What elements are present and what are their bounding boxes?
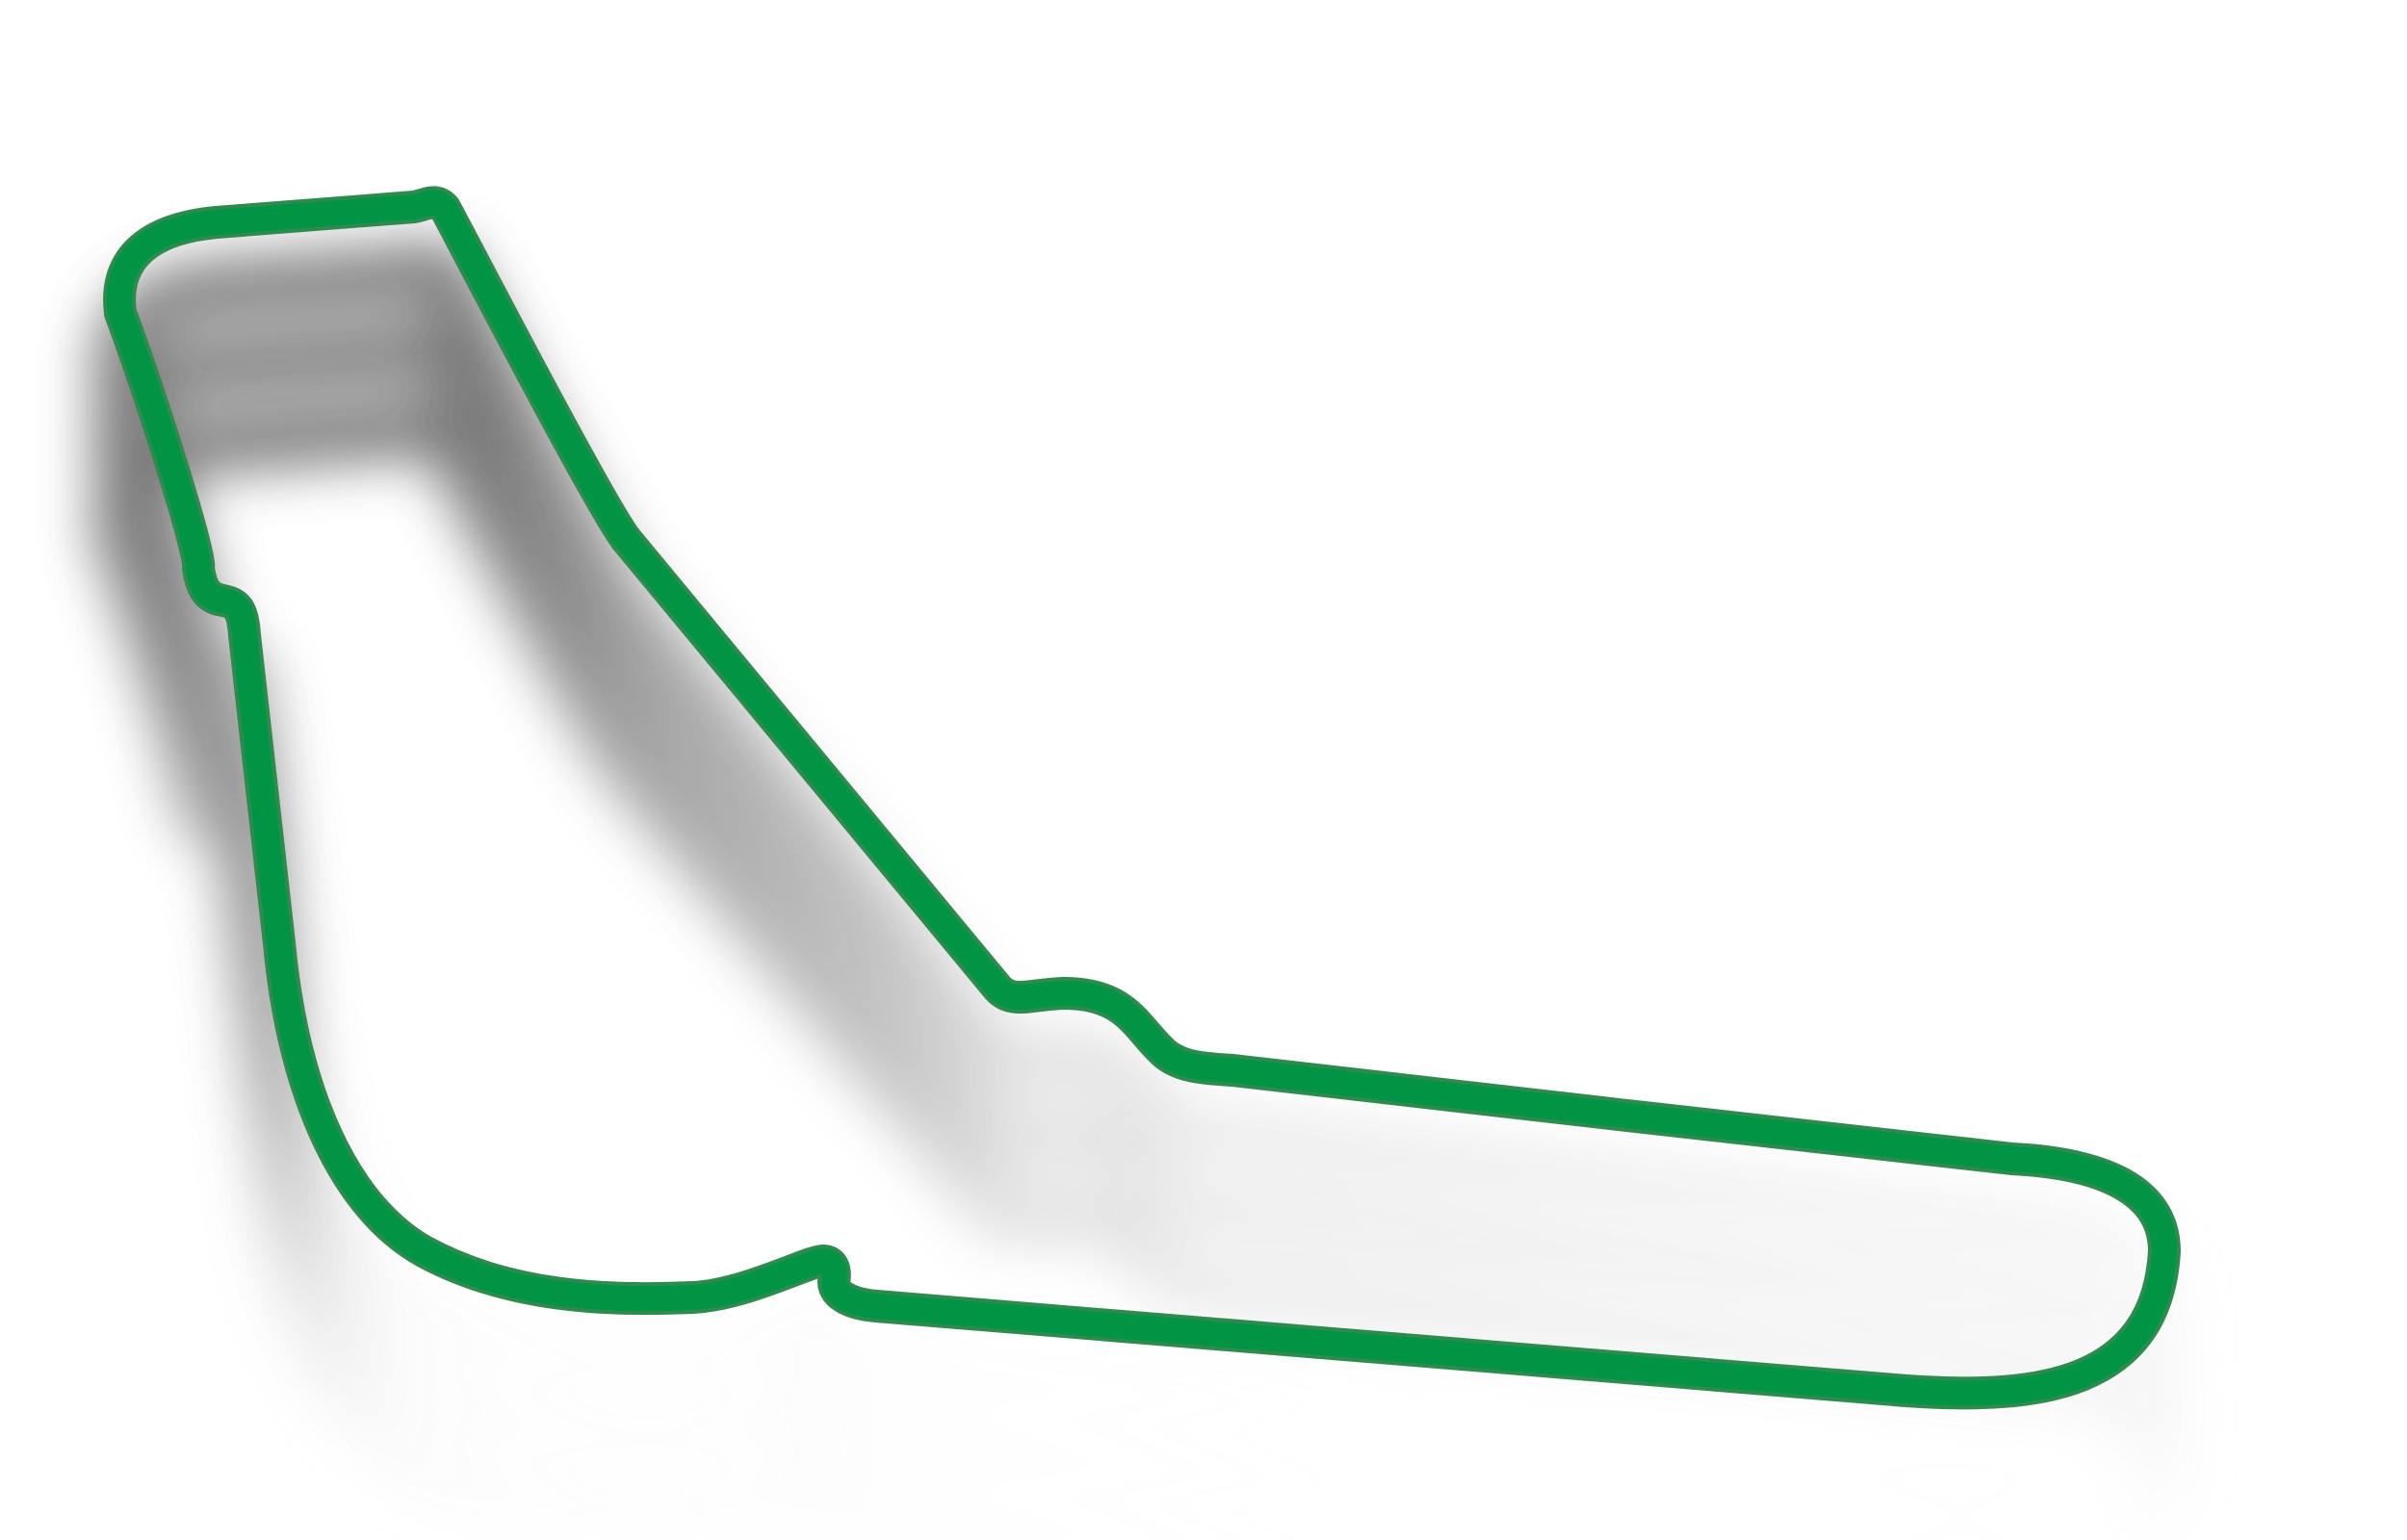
track-shadow-layer [91,318,2194,1540]
track-shadow-layer [91,395,2194,1540]
track-shadow [91,241,2194,1540]
track-outline [107,190,2177,1406]
track-shadow-layer [91,241,2194,1490]
